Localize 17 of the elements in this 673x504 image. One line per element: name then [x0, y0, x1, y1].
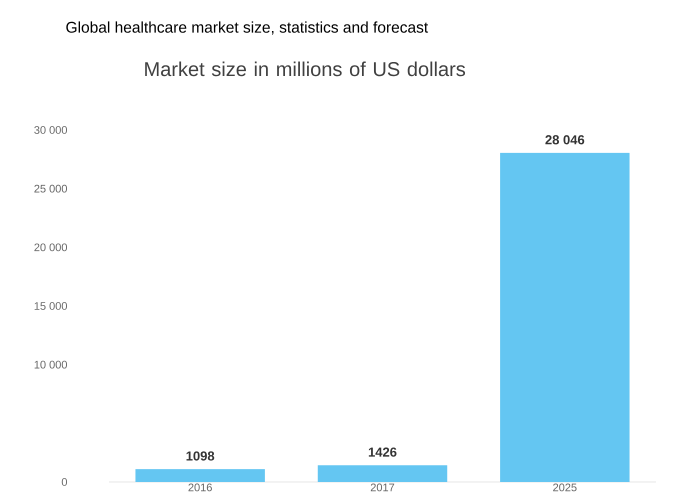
- y-tick-label: 15 000: [34, 302, 68, 310]
- bar: [318, 465, 448, 482]
- x-tick-label: 2016: [188, 484, 212, 492]
- x-tick-label: 2017: [370, 484, 394, 492]
- y-tick-label: 25 000: [34, 184, 68, 193]
- y-tick-label: 30 000: [34, 126, 68, 134]
- data-label: 28 046: [545, 135, 584, 144]
- chart-title: Global healthcare market size, statistics and forecast: [66, 21, 428, 35]
- y-tick-label: 10 000: [34, 360, 68, 369]
- x-tick-label: 2025: [553, 484, 577, 492]
- y-tick-label: 20 000: [34, 243, 68, 252]
- chart-subtitle: Market size in millions of US dollars: [145, 62, 466, 76]
- y-tick-label: 0: [62, 478, 68, 486]
- bar: [135, 469, 265, 482]
- bar: [500, 152, 630, 482]
- data-label: 1426: [368, 448, 396, 457]
- data-label: 1098: [186, 451, 214, 461]
